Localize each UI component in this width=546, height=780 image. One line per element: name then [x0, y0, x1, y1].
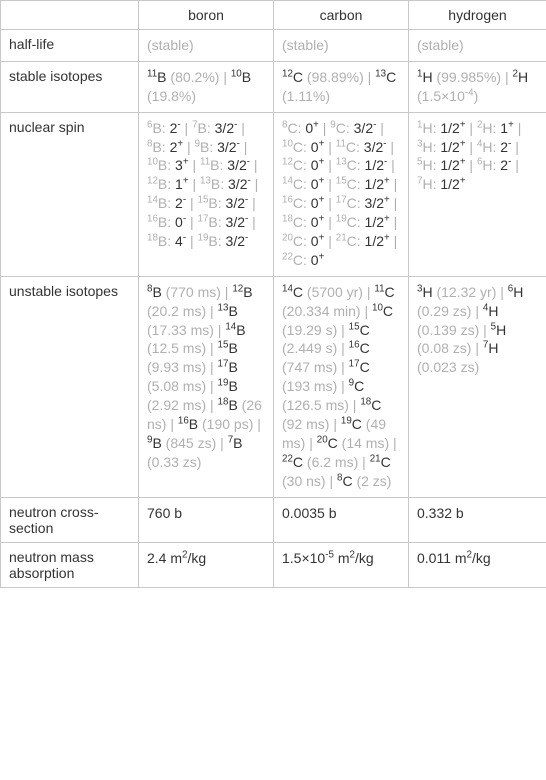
cell-content: 0.011 m2/kg [417, 549, 538, 568]
cell-content: 2.4 m2/kg [147, 549, 265, 568]
cell-hydrogen: 1H: 1/2+ | 2H: 1+ | 3H: 1/2+ | 4H: 2- | … [409, 112, 546, 276]
table-row: neutron mass absorption 2.4 m2/kg 1.5×10-5… [1, 542, 546, 587]
header-boron: boron [139, 1, 274, 30]
cell-boron: 6B: 2- | 7B: 3/2- | 8B: 2+ | 9B: 3/2- | … [139, 112, 274, 276]
isotope-table: boroncarbonhydrogenhalf-life(stable)(sta… [0, 0, 546, 588]
cell-boron: 760 b [139, 497, 274, 542]
cell-content: 14C (5700 yr) | 11C (20.334 min) | 10C (… [282, 283, 400, 491]
cell-content: 0.332 b [417, 504, 538, 523]
cell-content: 1.5×10-5 m2/kg [282, 549, 400, 568]
table-row: half-life (stable) (stable) (stable) [1, 30, 546, 62]
cell-content: 760 b [147, 504, 265, 523]
cell-carbon: 1.5×10-5 m2/kg [274, 542, 409, 587]
cell-content: 1H (99.985%) | 2H (1.5×10-4) [417, 68, 538, 106]
row-label: stable isotopes [1, 61, 139, 112]
cell-carbon: 0.0035 b [274, 497, 409, 542]
cell-content: (stable) [282, 36, 400, 55]
row-label: nuclear spin [1, 112, 139, 276]
cell-boron: 8B (770 ms) | 12B (20.2 ms) | 13B (17.33… [139, 276, 274, 497]
cell-hydrogen: 3H (12.32 yr) | 6H (0.29 zs) | 4H (0.139… [409, 276, 546, 497]
cell-hydrogen: 0.011 m2/kg [409, 542, 546, 587]
cell-carbon: 8C: 0+ | 9C: 3/2- | 10C: 0+ | 11C: 3/2- … [274, 112, 409, 276]
table-row: neutron cross-section 760 b 0.0035 b 0.332 … [1, 497, 546, 542]
table-row: stable isotopes11B (80.2%) | 10B (19.8%)… [1, 61, 546, 112]
cell-content: 1H: 1/2+ | 2H: 1+ | 3H: 1/2+ | 4H: 2- | … [417, 119, 538, 195]
cell-boron: 11B (80.2%) | 10B (19.8%) [139, 61, 274, 112]
header-carbon: carbon [274, 1, 409, 30]
cell-content: 8B (770 ms) | 12B (20.2 ms) | 13B (17.33… [147, 283, 265, 472]
table-row: nuclear spin6B: 2- | 7B: 3/2- | 8B: 2+ |… [1, 112, 546, 276]
cell-content: 11B (80.2%) | 10B (19.8%) [147, 68, 265, 106]
cell-carbon: 14C (5700 yr) | 11C (20.334 min) | 10C (… [274, 276, 409, 497]
cell-content: (stable) [147, 36, 265, 55]
cell-content: 12C (98.89%) | 13C (1.11%) [282, 68, 400, 106]
header-hydrogen: hydrogen [409, 1, 546, 30]
cell-content: 0.0035 b [282, 504, 400, 523]
row-label: neutron mass absorption [1, 542, 139, 587]
row-label: neutron cross-section [1, 497, 139, 542]
header-blank [1, 1, 139, 30]
header-row: boroncarbonhydrogen [1, 1, 546, 30]
cell-content: 8C: 0+ | 9C: 3/2- | 10C: 0+ | 11C: 3/2- … [282, 119, 400, 270]
cell-content: 6B: 2- | 7B: 3/2- | 8B: 2+ | 9B: 3/2- | … [147, 119, 265, 251]
cell-carbon: 12C (98.89%) | 13C (1.11%) [274, 61, 409, 112]
cell-boron: 2.4 m2/kg [139, 542, 274, 587]
cell-hydrogen: (stable) [409, 30, 546, 62]
cell-carbon: (stable) [274, 30, 409, 62]
table-row: unstable isotopes8B (770 ms) | 12B (20.2… [1, 276, 546, 497]
cell-content: 3H (12.32 yr) | 6H (0.29 zs) | 4H (0.139… [417, 283, 538, 377]
row-label: half-life [1, 30, 139, 62]
cell-boron: (stable) [139, 30, 274, 62]
table-body: boroncarbonhydrogenhalf-life(stable)(sta… [1, 1, 546, 588]
row-label: unstable isotopes [1, 276, 139, 497]
cell-content: (stable) [417, 36, 538, 55]
cell-hydrogen: 1H (99.985%) | 2H (1.5×10-4) [409, 61, 546, 112]
cell-hydrogen: 0.332 b [409, 497, 546, 542]
